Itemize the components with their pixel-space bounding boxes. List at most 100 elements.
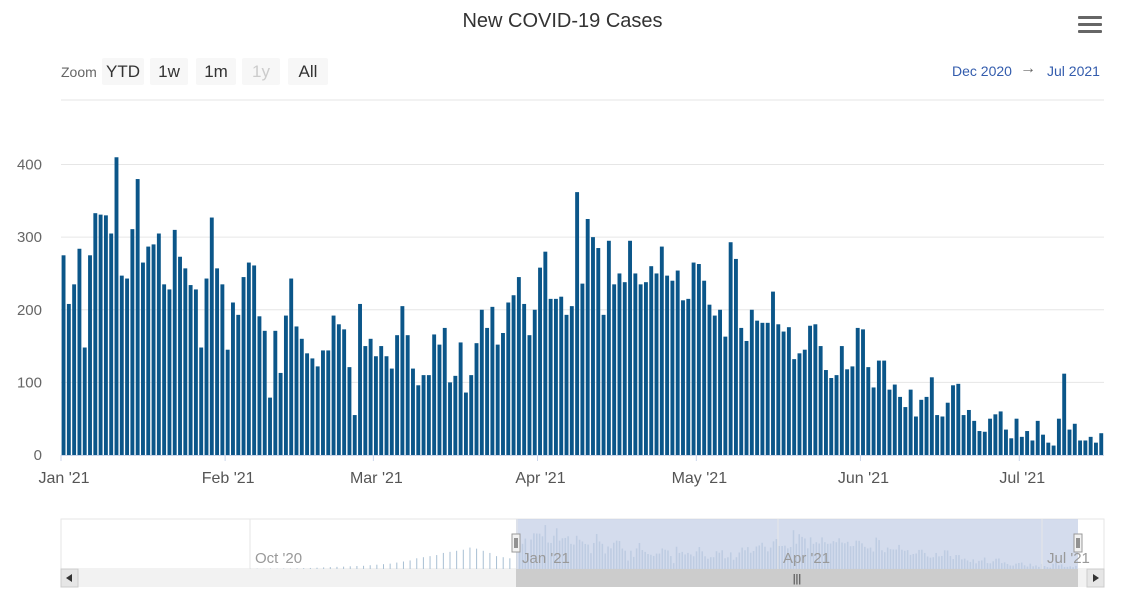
y-tick-label: 400 [17,157,42,174]
x-tick-label: Jun '21 [838,470,889,487]
bar [776,324,781,455]
bar [268,397,272,455]
zoom-1m-button[interactable]: 1m [196,58,236,85]
bar [628,240,632,455]
bar [845,369,850,455]
bar [1025,431,1030,455]
bar [522,303,527,455]
range-to-date[interactable]: Jul 2021 [1047,63,1100,79]
bar [384,356,389,455]
bar [739,327,744,455]
bar [744,340,749,455]
bar [506,302,511,455]
scroll-left-button[interactable] [60,568,79,588]
y-tick-label: 0 [34,447,42,464]
range-from-date[interactable]: Dec 2020 [952,63,1012,79]
bar [283,315,288,455]
bar [437,344,442,455]
navigator-bar [489,552,491,569]
bar [231,302,235,455]
bar [771,291,775,455]
bar [972,420,977,455]
bar [236,314,241,455]
bar [940,416,945,455]
bar [241,277,246,455]
bar [638,284,643,455]
bar [146,246,151,455]
bar [109,233,114,455]
navigator-bar [422,557,424,569]
y-axis-labels: 0 100 200 300 400 [17,157,42,464]
bar [559,296,564,455]
navigator-bar [482,550,484,569]
bar [342,329,347,455]
bar [887,389,892,455]
navigator-labels: Oct '20 Jan '21 Apr '21 Jul '21 [249,519,1090,569]
bar [898,396,903,455]
bar [548,298,553,455]
bar [82,347,87,455]
bar [718,309,722,455]
scrollbar[interactable]: ||| [60,568,1105,588]
bar [712,315,717,455]
navigator[interactable]: Oct '20 Jan '21 Apr '21 Jul '21 [60,518,1105,570]
bar [321,350,325,455]
bar [426,375,431,455]
bar [162,284,167,455]
zoom-all-button[interactable]: All [288,58,328,85]
bar [935,415,940,455]
navigator-bar [303,568,305,569]
bar [786,327,791,455]
bar [760,322,765,455]
scrollbar-thumb[interactable] [516,569,1078,587]
bar [659,246,664,455]
bar [1099,433,1104,455]
bar [580,283,585,455]
bar [824,370,828,455]
bar [839,346,844,455]
x-axis-labels: Jan '21 Feb '21 Mar '21 Apr '21 May '21 Jun '… [38,455,1045,487]
bar [103,215,108,455]
bar [474,343,479,455]
bar [998,411,1003,455]
navigator-bar [462,549,464,569]
bar [432,334,437,455]
zoom-ytd-button[interactable]: YTD [102,58,144,85]
bar [278,372,283,455]
bar [723,336,728,455]
bar [188,285,193,455]
bar [262,330,267,455]
navigator-right-handle[interactable] [1073,533,1083,553]
bar [246,262,251,455]
navigator-selected-range[interactable] [516,519,1078,569]
bar [1019,436,1024,455]
bar [993,414,998,455]
bar [696,264,701,455]
scrollbar-grip: ||| [793,573,802,585]
bar [294,326,299,455]
x-tick-label: Jul '21 [999,470,1045,487]
navigator-left-handle[interactable] [511,533,521,553]
zoom-1w-button[interactable]: 1w [150,58,188,85]
navigator-bar [402,561,404,569]
bar [98,214,103,455]
bar [458,342,463,455]
bar [400,306,405,455]
bar [331,315,336,455]
bar [929,377,934,455]
navigator-bar [389,563,391,569]
navigator-bar [509,558,511,569]
bar [606,240,611,455]
bar [183,268,188,455]
bar [172,229,177,455]
navigator-bar [283,568,285,569]
hamburger-menu-icon[interactable] [1078,16,1102,36]
x-tick-label: Jan '21 [38,470,89,487]
x-tick-label: Apr '21 [515,470,565,487]
bar [363,346,368,455]
scroll-right-button[interactable] [1086,568,1105,588]
bar [601,314,606,455]
bar [617,273,622,455]
bar [479,309,484,455]
bar [834,375,839,455]
